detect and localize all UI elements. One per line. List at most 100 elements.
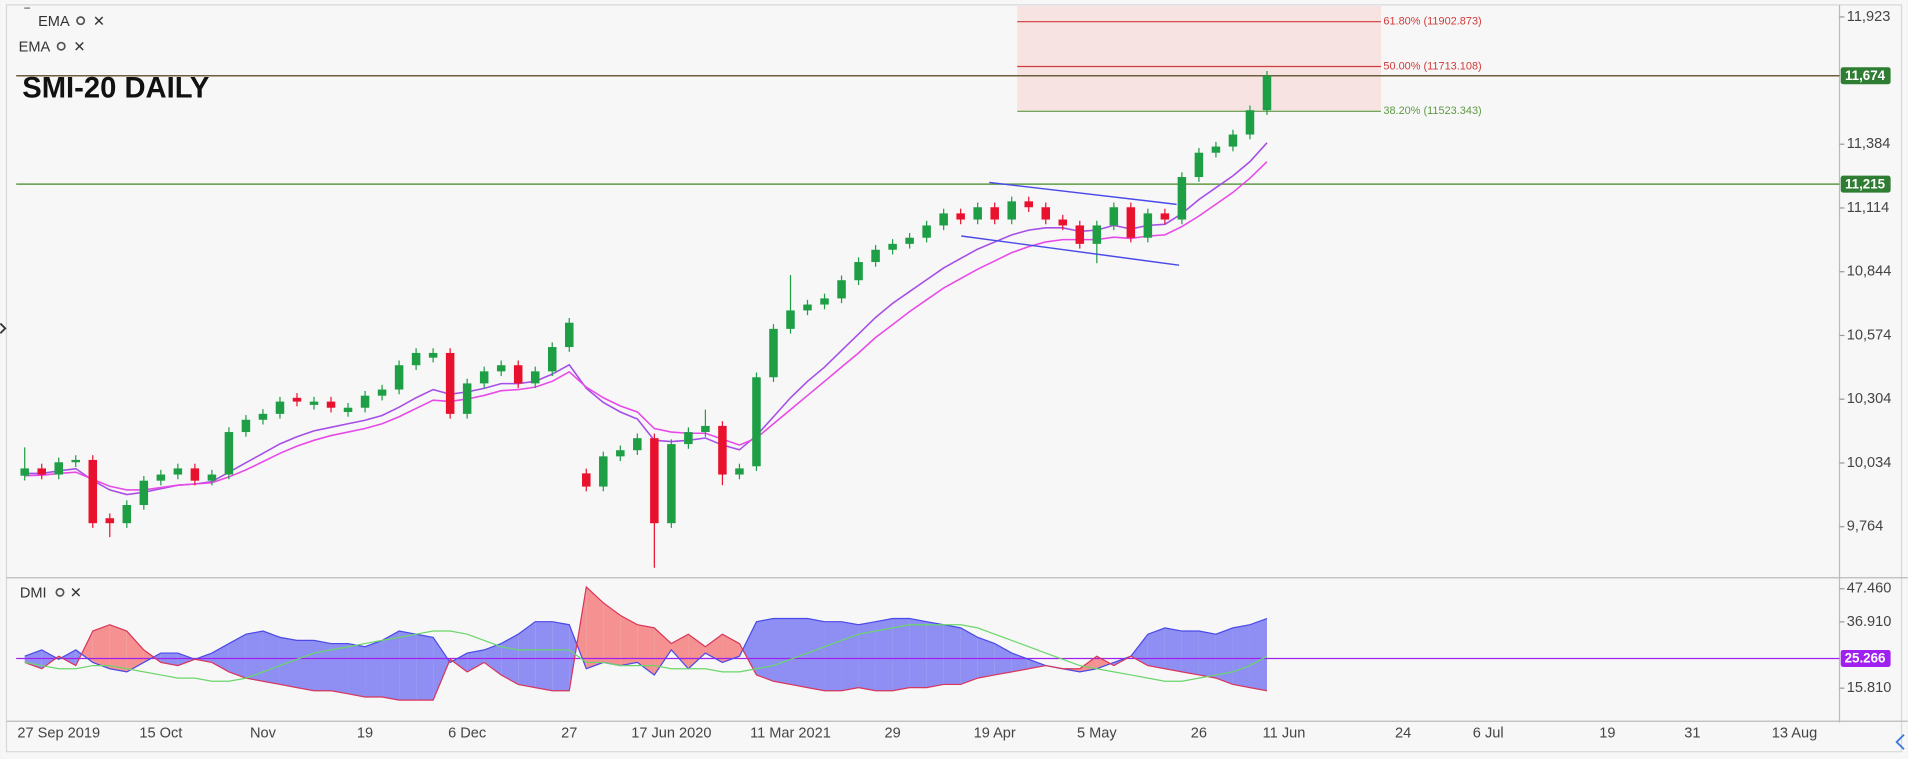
- candle-body: [309, 401, 319, 405]
- dmi-fill: [576, 587, 587, 669]
- close-icon[interactable]: ✕: [93, 14, 105, 30]
- dmi-fill: [433, 637, 450, 701]
- dmi-fill: [773, 618, 791, 685]
- candle-body: [956, 213, 965, 220]
- dmi-fill: [296, 640, 315, 691]
- dmi-fill: [858, 621, 876, 691]
- dmi-fill: [671, 634, 689, 669]
- candle-body: [922, 225, 931, 238]
- dmi-fill: [807, 618, 825, 691]
- candle-body: [1058, 219, 1068, 226]
- dmi-fill: [143, 649, 154, 663]
- candle-body: [88, 459, 98, 524]
- trend-line: [961, 235, 1180, 266]
- price-label-box: [1840, 175, 1891, 193]
- dmi-fill: [1130, 634, 1148, 666]
- candle-body: [105, 518, 115, 524]
- x-tick-label: 6 Dec: [448, 725, 486, 741]
- scroll-button[interactable]: [1895, 734, 1905, 750]
- dmi-fill: [467, 649, 485, 672]
- dmi-fill: [569, 624, 577, 691]
- dmi-fill: [960, 627, 978, 685]
- candle-body: [939, 213, 948, 226]
- candle-body: [1262, 75, 1272, 111]
- candle-body: [190, 468, 200, 481]
- fib-label: 61.80% (11902.873): [1383, 16, 1481, 28]
- background-layer: [16, 6, 1840, 701]
- candle-body: [735, 468, 744, 475]
- candle-body: [1024, 201, 1033, 208]
- candle-body: [718, 425, 727, 475]
- candle-body: [428, 352, 438, 358]
- candle-body: [71, 459, 81, 463]
- dmi-fill: [841, 621, 859, 691]
- dmi-fill: [586, 587, 604, 669]
- x-tick-label: 17 Jun 2020: [631, 725, 711, 741]
- fib-label: 50.00% (11713.108): [1383, 60, 1481, 72]
- x-tick-label: 19 Apr: [974, 725, 1016, 741]
- candle-body: [173, 468, 183, 475]
- candle-body: [990, 207, 999, 220]
- dmi-fill: [654, 627, 672, 676]
- x-tick-label: 26: [1191, 725, 1207, 741]
- candle-body: [445, 352, 455, 414]
- candle-body: [684, 432, 693, 445]
- candle-body: [786, 310, 795, 329]
- dmi-fill: [314, 640, 332, 691]
- indicator-label[interactable]: EMA: [19, 39, 51, 55]
- dmi-fill: [909, 618, 927, 688]
- candle-body: [54, 462, 63, 475]
- dmi-fill: [416, 634, 434, 701]
- candle-body: [258, 413, 268, 420]
- dmi-fill: [109, 624, 127, 672]
- candle-body: [20, 468, 29, 476]
- y-tick-label: 47.460: [1847, 581, 1892, 597]
- data-layer: [20, 71, 1272, 701]
- y-tick-label: 9,764: [1847, 519, 1883, 535]
- close-icon[interactable]: ✕: [73, 39, 85, 55]
- dmi-fill: [177, 653, 195, 666]
- settings-icon[interactable]: [76, 16, 86, 26]
- x-tick-label: 19: [357, 725, 373, 741]
- y-tick-label: 11,923: [1847, 9, 1891, 25]
- settings-icon[interactable]: [55, 587, 65, 597]
- candle-body: [1211, 146, 1221, 153]
- candle-body: [1109, 207, 1119, 226]
- y-tick-label: 15.810: [1847, 680, 1892, 696]
- label-layer: 9,764 10,034 10,304 10,574 10,844 11,114 11,38…: [17, 9, 1891, 742]
- candle-body: [837, 280, 846, 299]
- candle-body: [1126, 207, 1136, 238]
- dmi-fill: [1147, 627, 1165, 669]
- dmi-fill: [1096, 656, 1111, 669]
- indicator-label[interactable]: EMA: [38, 14, 70, 30]
- candle-body: [1194, 152, 1204, 178]
- dmi-fill: [518, 621, 536, 688]
- trend-line: [989, 181, 1177, 206]
- indicator-label[interactable]: DMI: [20, 585, 47, 601]
- dmi-fill: [1011, 653, 1029, 672]
- dmi-fill: [382, 631, 400, 701]
- candle-body: [37, 468, 46, 475]
- candle-body: [547, 347, 557, 372]
- candle-body: [326, 401, 336, 408]
- side-toggle[interactable]: [0, 322, 7, 334]
- candle-body: [599, 456, 608, 487]
- dmi-fill: [1181, 631, 1199, 676]
- candle-body: [377, 389, 387, 396]
- dmi-fill: [1232, 624, 1250, 688]
- fib-zone: [1017, 6, 1381, 112]
- dmi-fill: [1249, 618, 1267, 691]
- candle-body: [905, 237, 914, 244]
- x-tick-label: 15 Oct: [139, 725, 182, 741]
- dmi-fill: [688, 634, 706, 669]
- candle-body: [156, 474, 166, 481]
- minimize-icon[interactable]: ‾: [24, 8, 31, 24]
- settings-icon[interactable]: [56, 41, 66, 51]
- candle-body: [360, 395, 370, 408]
- candle-body: [650, 438, 659, 524]
- close-icon[interactable]: ✕: [70, 585, 82, 601]
- dmi-fill: [262, 631, 280, 685]
- dmi-fill: [620, 615, 638, 666]
- y-tick-label: 36.910: [1847, 614, 1892, 630]
